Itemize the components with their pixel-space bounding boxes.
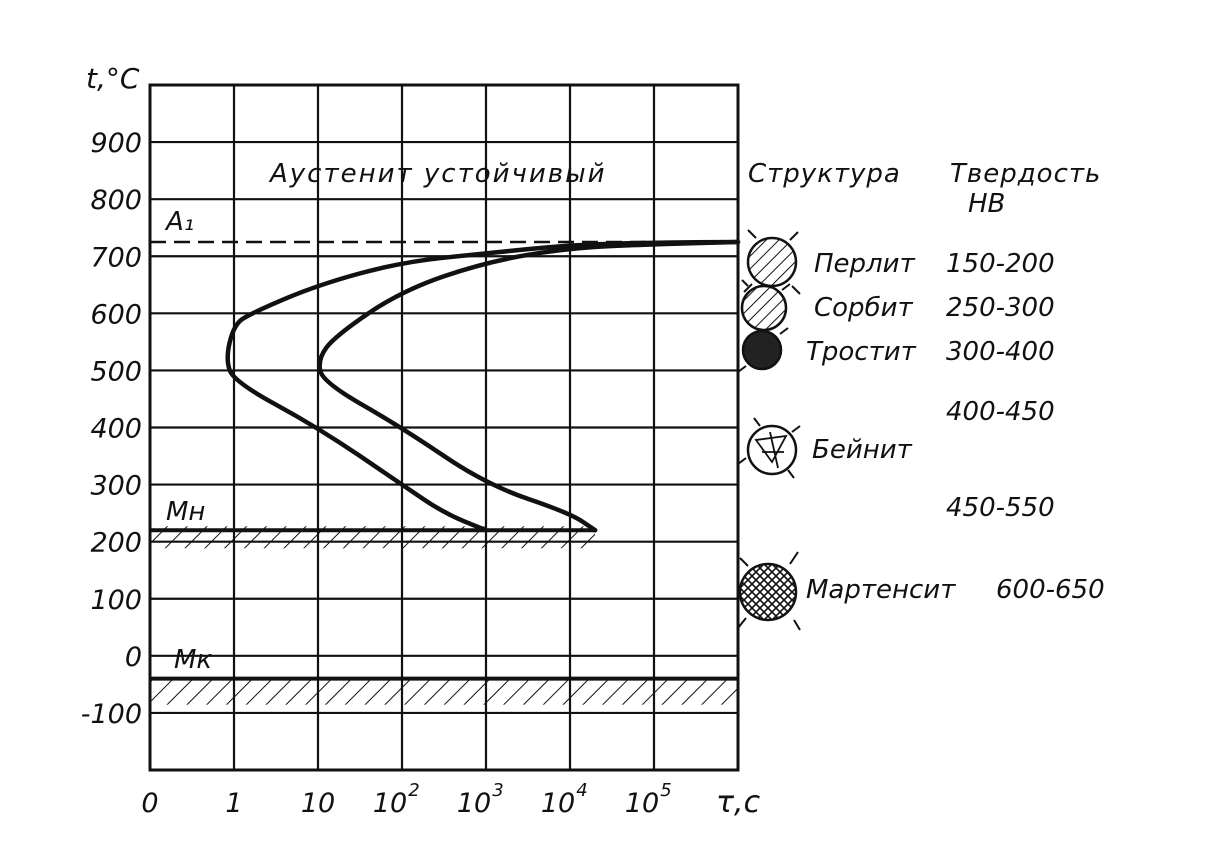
troostite-icon (737, 327, 789, 373)
a1-label: A₁ (164, 207, 194, 237)
mk-band (150, 678, 738, 705)
y-tick-label: 600 (90, 299, 142, 330)
y-axis-label: t,°C (86, 62, 140, 95)
y-tick-label: 300 (90, 471, 142, 502)
x-tick-label: 0 (141, 788, 158, 819)
y-tick-label: -100 (81, 699, 142, 730)
y-tick-label: 200 (90, 528, 142, 559)
pearlite-icon (743, 229, 801, 295)
y-tick-label: 900 (90, 128, 142, 159)
structure-hardness: 400-450 (946, 397, 1055, 427)
bainite-icon (737, 417, 801, 479)
mn-label: Mн (166, 497, 205, 527)
y-tick-label: 700 (90, 242, 142, 273)
structure-hardness: 250-300 (946, 293, 1055, 323)
sorbite-icon (740, 279, 791, 332)
y-tick-labels: 900 800 700 600 500 400 300 200 100 0 -100 (81, 128, 142, 730)
y-tick-label: 800 (90, 185, 142, 216)
x-tick-exponent: 3 (492, 780, 503, 801)
plot-frame (148, 83, 740, 772)
transformation-curves (225, 239, 741, 533)
hardness-unit: НВ (968, 189, 1005, 219)
x-tick-exponent: 4 (576, 780, 587, 801)
structure-hardness: 450-550 (946, 493, 1055, 523)
mk-label: Mк (174, 645, 212, 675)
austenite-label: Аустенит устойчивый (268, 159, 607, 189)
y-tick-label: 0 (125, 642, 142, 673)
martensite-icon (737, 551, 801, 631)
c-curve-end (317, 239, 741, 533)
x-tick-label: 1 (225, 788, 242, 819)
x-tick-label: 10 (541, 788, 575, 819)
y-tick-label: 500 (90, 356, 142, 387)
structure-header: Структура (748, 159, 901, 189)
martensite-bands (150, 240, 738, 705)
structure-name: Бейнит (812, 435, 913, 465)
x-tick-label: 10 (457, 788, 491, 819)
structure-hardness: 300-400 (946, 337, 1055, 367)
x-tick-labels: 0 1 10 10 2 10 3 10 4 10 5 (141, 780, 671, 819)
x-tick-exponent: 5 (660, 780, 671, 801)
x-tick-label: 10 (301, 788, 335, 819)
structure-name: Мартенсит (806, 575, 956, 605)
x-tick-label: 10 (373, 788, 407, 819)
x-axis-label: τ,с (716, 785, 761, 820)
structure-name: Тростит (806, 337, 917, 367)
x-tick-label: 10 (625, 788, 659, 819)
y-tick-label: 100 (90, 585, 142, 616)
hardness-header: Твердость (950, 159, 1101, 189)
structure-name: Перлит (814, 249, 916, 279)
c-curve-start (225, 239, 741, 533)
y-tick-label: 400 (90, 414, 142, 445)
structure-name: Сорбит (814, 293, 913, 323)
structure-list: Перлит 150-200 Сорбит 250-300 Тростит 30… (806, 249, 1105, 605)
structure-hardness: 600-650 (996, 575, 1105, 605)
x-tick-exponent: 2 (408, 780, 419, 801)
structure-hardness: 150-200 (946, 249, 1055, 279)
